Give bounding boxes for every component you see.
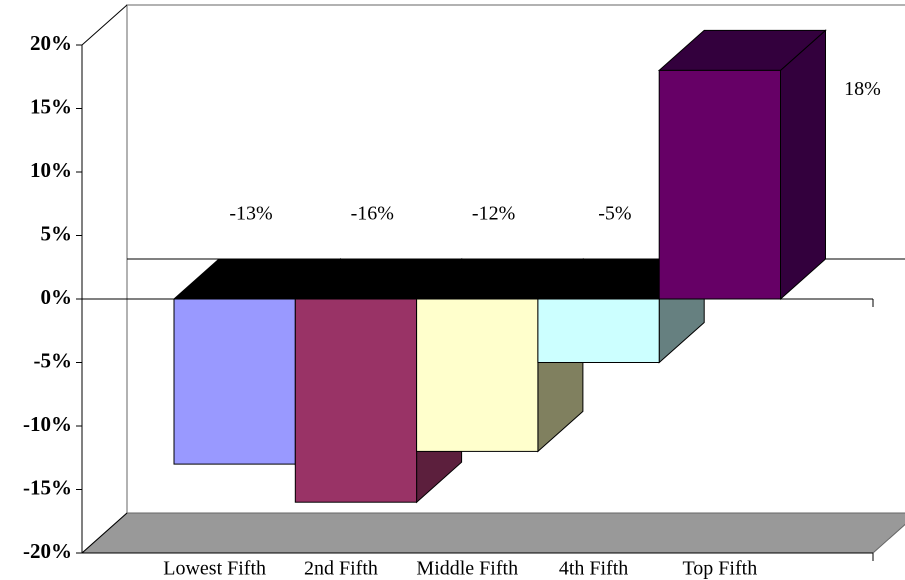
- y-tick-label: 20%: [30, 31, 72, 55]
- y-tick-label: -15%: [23, 475, 72, 499]
- y-tick-label: 15%: [30, 94, 72, 118]
- value-label: -5%: [598, 203, 631, 225]
- value-label: 18%: [844, 78, 881, 100]
- x-tick-label: 2nd Fifth: [304, 558, 378, 580]
- bar: [416, 298, 539, 452]
- bar: [658, 69, 782, 300]
- bar: [294, 298, 418, 503]
- value-label: -13%: [229, 203, 272, 225]
- bar: [173, 298, 296, 465]
- value-label: -12%: [472, 203, 515, 225]
- floor-edge: [81, 512, 128, 554]
- x-tick-label: 4th Fifth: [559, 558, 628, 580]
- y-tick-label: 0%: [41, 285, 73, 309]
- y-tick-label: -5%: [34, 348, 73, 372]
- value-label: -16%: [351, 203, 394, 225]
- side-wall: [81, 4, 128, 46]
- y-tick-label: 10%: [30, 158, 72, 182]
- x-tick-label: Top Fifth: [682, 558, 757, 580]
- bar: [537, 298, 660, 363]
- y-tick-label: 5%: [41, 221, 73, 245]
- x-tick-label: Lowest Fifth: [163, 558, 266, 580]
- x-tick-label: Middle Fifth: [416, 558, 518, 580]
- bar-side: [780, 29, 826, 301]
- floor: [80, 512, 905, 554]
- y-tick-label: -10%: [23, 412, 72, 436]
- y-tick-label: -20%: [23, 539, 72, 563]
